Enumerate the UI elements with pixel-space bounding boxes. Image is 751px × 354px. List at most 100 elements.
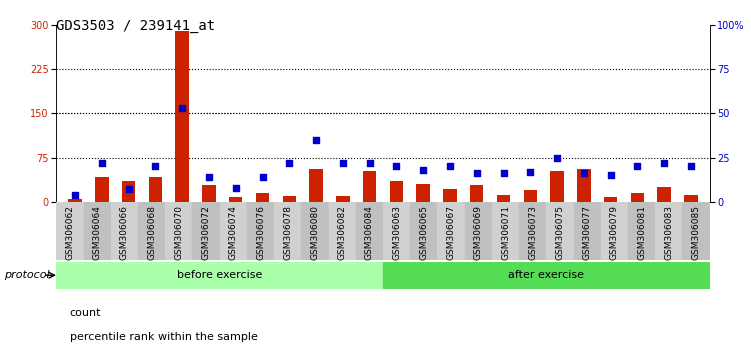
Text: GSM306071: GSM306071 <box>501 205 510 260</box>
Text: GSM306065: GSM306065 <box>419 205 428 260</box>
Text: after exercise: after exercise <box>508 270 584 280</box>
Text: GSM306074: GSM306074 <box>229 205 238 259</box>
Point <box>497 171 509 176</box>
Bar <box>437 202 464 260</box>
Bar <box>574 202 601 260</box>
Bar <box>274 202 301 260</box>
Bar <box>655 202 682 260</box>
Point <box>149 164 161 169</box>
Text: GSM306082: GSM306082 <box>338 205 347 259</box>
Point <box>363 160 376 166</box>
Bar <box>492 202 519 260</box>
Text: GSM306070: GSM306070 <box>174 205 183 260</box>
Point <box>685 164 697 169</box>
Text: GSM306068: GSM306068 <box>147 205 156 260</box>
Bar <box>519 202 546 260</box>
Text: percentile rank within the sample: percentile rank within the sample <box>70 332 258 342</box>
Text: GSM306063: GSM306063 <box>392 205 401 260</box>
Bar <box>546 202 573 260</box>
Bar <box>83 202 110 260</box>
Bar <box>192 202 219 260</box>
Bar <box>465 202 492 260</box>
Bar <box>95 177 109 202</box>
Bar <box>122 181 135 202</box>
Point <box>658 160 670 166</box>
Point <box>391 164 403 169</box>
Bar <box>417 184 430 202</box>
Bar <box>443 189 457 202</box>
Bar <box>309 169 323 202</box>
Bar <box>328 202 355 260</box>
Text: GSM306069: GSM306069 <box>474 205 483 260</box>
Bar <box>111 202 137 260</box>
Bar <box>523 190 537 202</box>
Bar <box>56 262 383 288</box>
Bar <box>363 171 376 202</box>
Text: GSM306066: GSM306066 <box>120 205 129 260</box>
Point <box>444 164 456 169</box>
Text: GSM306080: GSM306080 <box>310 205 319 260</box>
Bar <box>282 196 296 202</box>
Bar <box>470 185 484 202</box>
Bar <box>683 202 710 260</box>
Bar <box>165 202 192 260</box>
Bar <box>604 197 617 202</box>
Point <box>337 160 349 166</box>
Text: count: count <box>70 308 101 318</box>
Point <box>203 174 215 180</box>
Text: GSM306077: GSM306077 <box>583 205 592 260</box>
Text: GSM306085: GSM306085 <box>692 205 701 260</box>
Bar <box>497 195 510 202</box>
Text: protocol: protocol <box>4 270 50 280</box>
Point <box>551 155 563 160</box>
Point <box>96 160 108 166</box>
Point <box>632 164 644 169</box>
Text: GSM306064: GSM306064 <box>92 205 101 259</box>
Bar <box>390 181 403 202</box>
Bar <box>383 262 710 288</box>
Bar <box>176 31 189 202</box>
Bar <box>256 193 269 202</box>
Bar <box>657 187 671 202</box>
Bar <box>578 169 590 202</box>
Text: GSM306073: GSM306073 <box>528 205 537 260</box>
Point <box>230 185 242 190</box>
Text: GSM306078: GSM306078 <box>283 205 292 260</box>
Text: GSM306075: GSM306075 <box>556 205 565 260</box>
Bar <box>550 171 564 202</box>
Text: GSM306062: GSM306062 <box>65 205 74 259</box>
Bar <box>301 202 328 260</box>
Text: GSM306081: GSM306081 <box>637 205 646 260</box>
Text: GSM306079: GSM306079 <box>610 205 619 260</box>
Bar <box>219 202 246 260</box>
Bar <box>149 177 162 202</box>
Bar <box>202 185 216 202</box>
Text: GSM306072: GSM306072 <box>201 205 210 259</box>
Bar <box>56 202 83 260</box>
Point <box>471 171 483 176</box>
Point <box>257 174 269 180</box>
Point <box>176 105 189 111</box>
Bar <box>247 202 274 260</box>
Bar <box>336 196 349 202</box>
Text: GSM306067: GSM306067 <box>447 205 456 260</box>
Point <box>283 160 295 166</box>
Point <box>417 167 429 173</box>
Text: before exercise: before exercise <box>177 270 262 280</box>
Text: GSM306083: GSM306083 <box>665 205 674 260</box>
Bar <box>383 202 410 260</box>
Text: GSM306084: GSM306084 <box>365 205 374 259</box>
Bar <box>410 202 437 260</box>
Point <box>605 172 617 178</box>
Point <box>69 192 81 198</box>
Bar <box>631 193 644 202</box>
Point <box>578 171 590 176</box>
Text: GSM306076: GSM306076 <box>256 205 265 260</box>
Bar <box>684 195 698 202</box>
Bar <box>68 199 82 202</box>
Text: GDS3503 / 239141_at: GDS3503 / 239141_at <box>56 19 216 34</box>
Point <box>122 187 134 192</box>
Bar <box>138 202 165 260</box>
Bar <box>628 202 655 260</box>
Bar <box>601 202 628 260</box>
